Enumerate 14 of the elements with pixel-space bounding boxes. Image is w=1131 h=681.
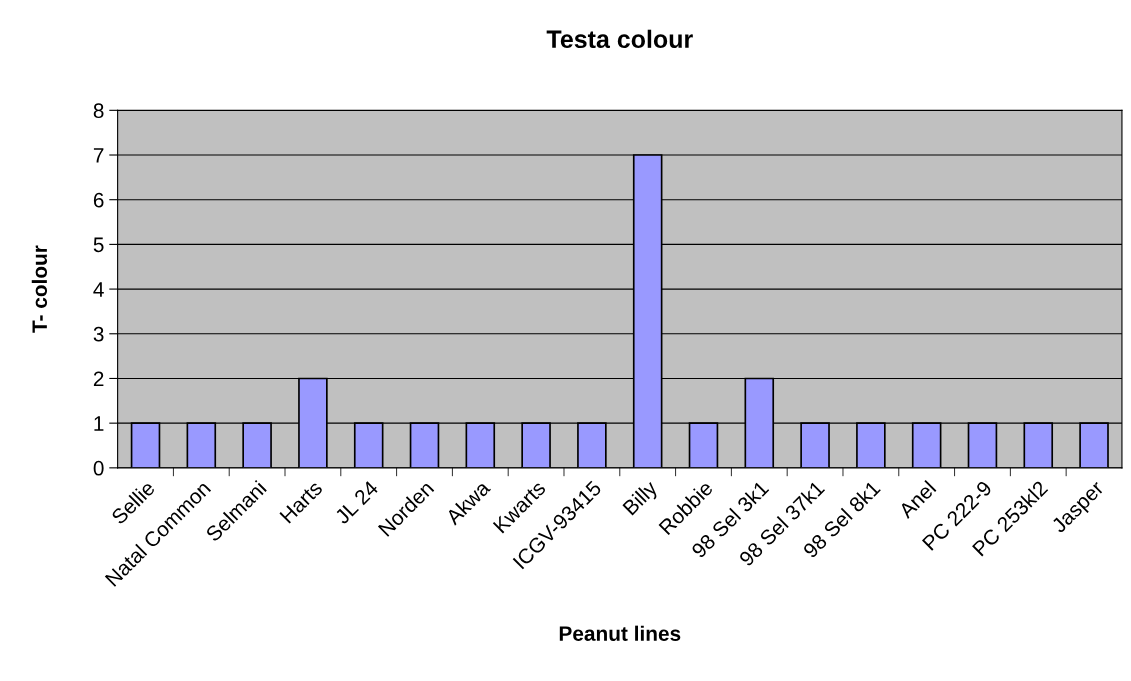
y-axis-title: T- colour: [31, 245, 48, 333]
y-tick-label: 2: [93, 371, 104, 387]
y-tick-label: 8: [93, 103, 104, 119]
y-tick-label: 3: [93, 326, 104, 342]
y-tick-label: 6: [93, 192, 104, 208]
x-tick-label: JL 24: [333, 479, 380, 526]
x-axis-title: Peanut lines: [559, 625, 681, 641]
x-tick-label: Billy: [621, 478, 662, 519]
y-tick-label: 0: [93, 460, 104, 476]
y-tick-label: 7: [93, 148, 104, 163]
y-tick-label: 1: [94, 416, 104, 431]
y-tick-label: 5: [93, 237, 104, 253]
chart-title: Testa colour: [546, 29, 693, 49]
y-tick-label: 4: [93, 282, 104, 297]
